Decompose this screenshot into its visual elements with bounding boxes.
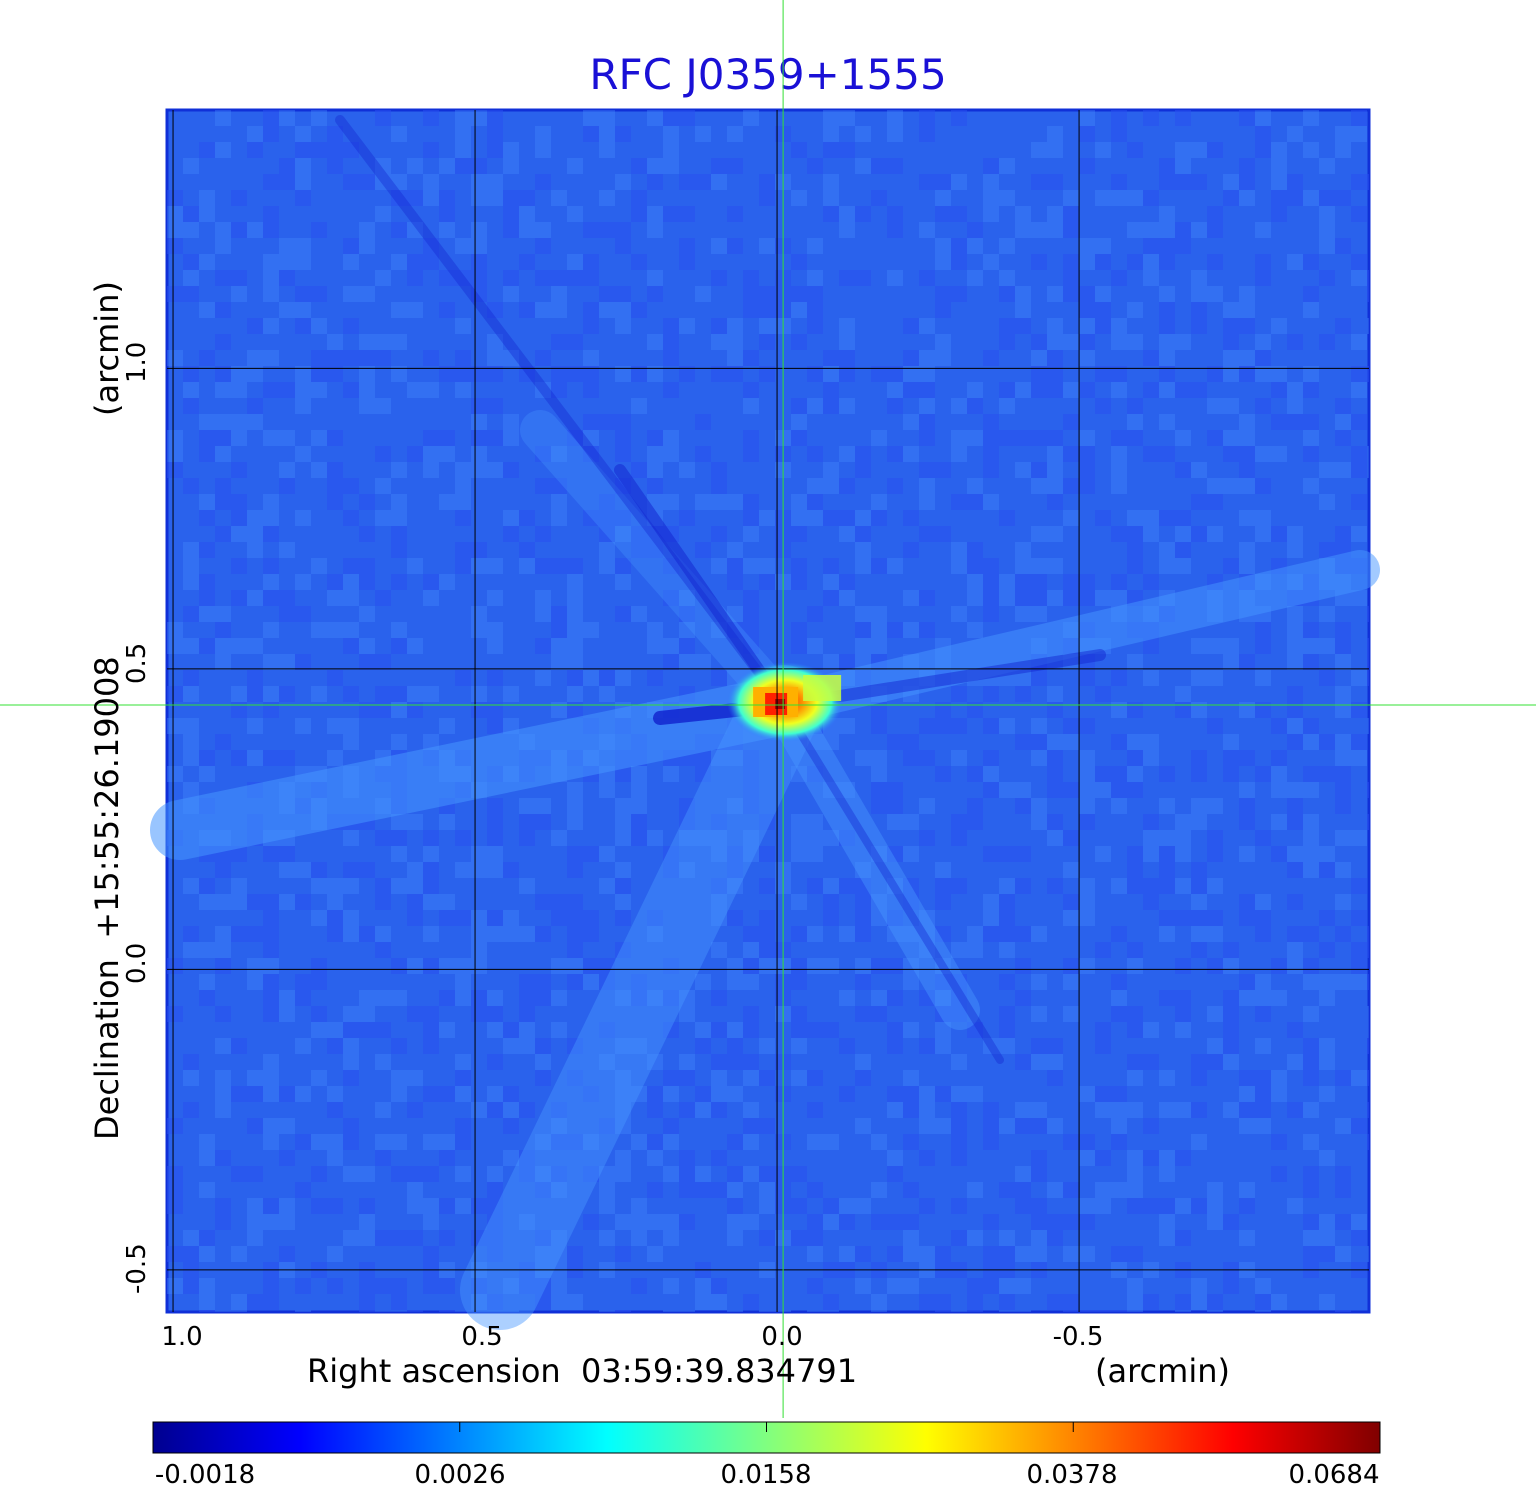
colorbar-tick-label: 0.0684 — [1288, 1460, 1380, 1490]
sidelobe-streak — [335, 115, 789, 710]
sidelobe-streak — [520, 410, 804, 725]
x-tick-label: -0.5 — [1052, 1322, 1104, 1352]
sidelobe-streak — [460, 664, 824, 1330]
y-tick-label: 0.5 — [122, 642, 152, 684]
x-axis-unit: (arcmin) — [1095, 1352, 1230, 1390]
sidelobe-streak — [779, 700, 1004, 1064]
x-tick-label: 0.5 — [461, 1322, 503, 1352]
colorbar-tick-label: 0.0378 — [1026, 1460, 1118, 1490]
sidelobe-streak — [763, 684, 980, 1030]
x-tick-label: 0.0 — [761, 1322, 803, 1352]
y-axis-label: Declination +15:55:26.19008 — [88, 656, 126, 1140]
colorbar-tick-label: -0.0018 — [154, 1460, 256, 1490]
chart-title: RFC J0359+1555 — [589, 50, 947, 99]
source-extension — [803, 674, 842, 701]
y-tick-label: -0.5 — [122, 1243, 152, 1294]
x-axis-label: Right ascension 03:59:39.834791 — [307, 1352, 858, 1390]
y-tick-label: 0.0 — [122, 942, 152, 984]
x-tick-label: 1.0 — [161, 1322, 203, 1352]
y-axis-unit: (arcmin) — [88, 281, 126, 416]
sidelobe-streak — [614, 464, 790, 711]
colorbar-tick-label: 0.0158 — [720, 1460, 812, 1490]
source-peak-max — [775, 698, 786, 709]
y-tick-label: 1.0 — [122, 341, 152, 383]
colorbar-tick-label: 0.0026 — [414, 1460, 506, 1490]
sidelobe-streak — [763, 550, 1380, 725]
sidelobe-streak — [150, 674, 814, 860]
